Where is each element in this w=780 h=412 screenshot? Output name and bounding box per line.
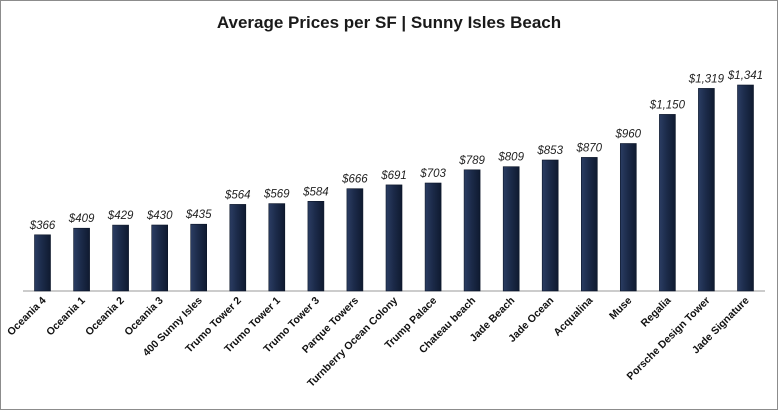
data-label: $584 [302, 186, 329, 198]
x-tick-label: Oceania 1 [44, 295, 88, 339]
data-label: $430 [146, 210, 173, 222]
data-label: $569 [263, 189, 290, 201]
bar [580, 157, 598, 292]
data-label: $691 [380, 170, 407, 182]
data-label: $564 [224, 189, 251, 201]
bar [307, 201, 325, 292]
data-label: $853 [536, 145, 563, 157]
data-label: $703 [419, 168, 446, 180]
bar [619, 143, 637, 292]
x-tick-label: Muse [607, 295, 635, 323]
bar [659, 114, 676, 292]
data-label: $809 [497, 152, 524, 164]
data-label: $960 [615, 129, 642, 141]
data-label: $429 [107, 210, 134, 222]
bar [229, 204, 247, 292]
bar [112, 224, 129, 292]
data-label: $1,150 [649, 99, 686, 111]
data-label: $435 [185, 209, 212, 221]
data-label: $870 [576, 142, 603, 154]
bar [34, 234, 51, 292]
x-tick-label: Regalia [639, 295, 674, 330]
bar [190, 223, 207, 292]
bar [737, 84, 754, 292]
bar [268, 203, 286, 292]
bar [424, 182, 442, 292]
data-label: $666 [341, 174, 368, 186]
bar [698, 88, 715, 292]
bar [502, 166, 520, 292]
bar [463, 169, 481, 292]
data-label: $789 [458, 155, 485, 167]
bar [151, 224, 168, 292]
bar [541, 159, 559, 292]
chart-title: Average Prices per SF | Sunny Isles Beac… [216, 13, 562, 32]
data-label: $409 [68, 213, 95, 225]
data-label: $1,319 [688, 73, 725, 85]
x-tick-label: Acqualina [551, 295, 595, 339]
x-tick-label: Oceania 4 [5, 295, 49, 339]
x-tick-label: Oceania 2 [83, 295, 127, 339]
bar [385, 184, 403, 292]
data-label: $366 [29, 220, 56, 232]
bar [73, 227, 90, 292]
data-label: $1,341 [727, 70, 763, 82]
bar [346, 188, 364, 292]
